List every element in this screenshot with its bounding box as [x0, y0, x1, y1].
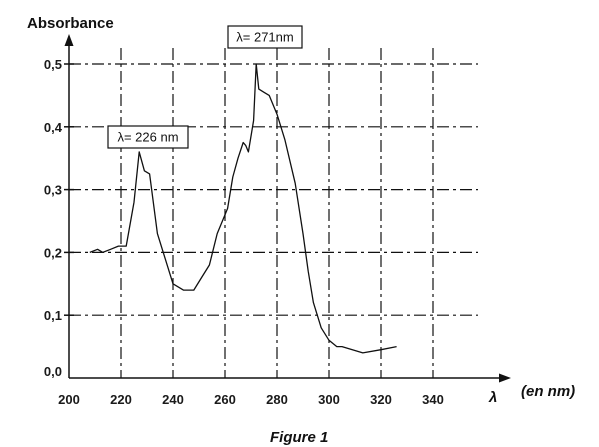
x-tick-label: 200: [58, 392, 80, 407]
x-tick-label: 280: [266, 392, 288, 407]
x-tick-label: 340: [422, 392, 444, 407]
peak-annotation: λ= 271nm: [227, 25, 303, 49]
y-tick-label: 0,4: [44, 120, 63, 135]
y-axis-arrow: [64, 34, 74, 46]
x-tick-label: 320: [370, 392, 392, 407]
annotation-label: λ= 226 nm: [117, 130, 178, 145]
x-axis-lambda: λ: [488, 389, 497, 406]
y-tick-label: 0,5: [44, 57, 62, 72]
grid: [64, 48, 478, 378]
axes: [64, 34, 511, 383]
peak-annotation: λ= 226 nm: [107, 125, 189, 149]
x-axis-unit: (en nm): [521, 383, 575, 400]
x-tick-label: 300: [318, 392, 340, 407]
y-tick-label: 0,0: [44, 364, 62, 379]
y-tick-label: 0,2: [44, 245, 62, 260]
annotation-box: [227, 25, 303, 49]
y-tick-label: 0,1: [44, 308, 62, 323]
y-axis-title: Absorbance: [27, 15, 114, 32]
y-tick-labels: 0,0 0,1 0,2 0,3 0,4 0,5: [44, 57, 63, 379]
y-tick-label: 0,3: [44, 183, 62, 198]
series-line: [89, 63, 397, 354]
x-tick-label: 260: [214, 392, 236, 407]
x-tick-label: 220: [110, 392, 132, 407]
figure-caption: Figure 1: [270, 429, 328, 446]
annotation-label: λ= 271nm: [236, 30, 293, 45]
annotation-box: [107, 125, 189, 149]
x-tick-labels: 200 220 240 260 280 300 320 340: [58, 392, 444, 407]
x-axis-arrow: [499, 373, 511, 383]
annotations: λ= 226 nm λ= 271nm: [107, 25, 303, 149]
x-tick-label: 240: [162, 392, 184, 407]
